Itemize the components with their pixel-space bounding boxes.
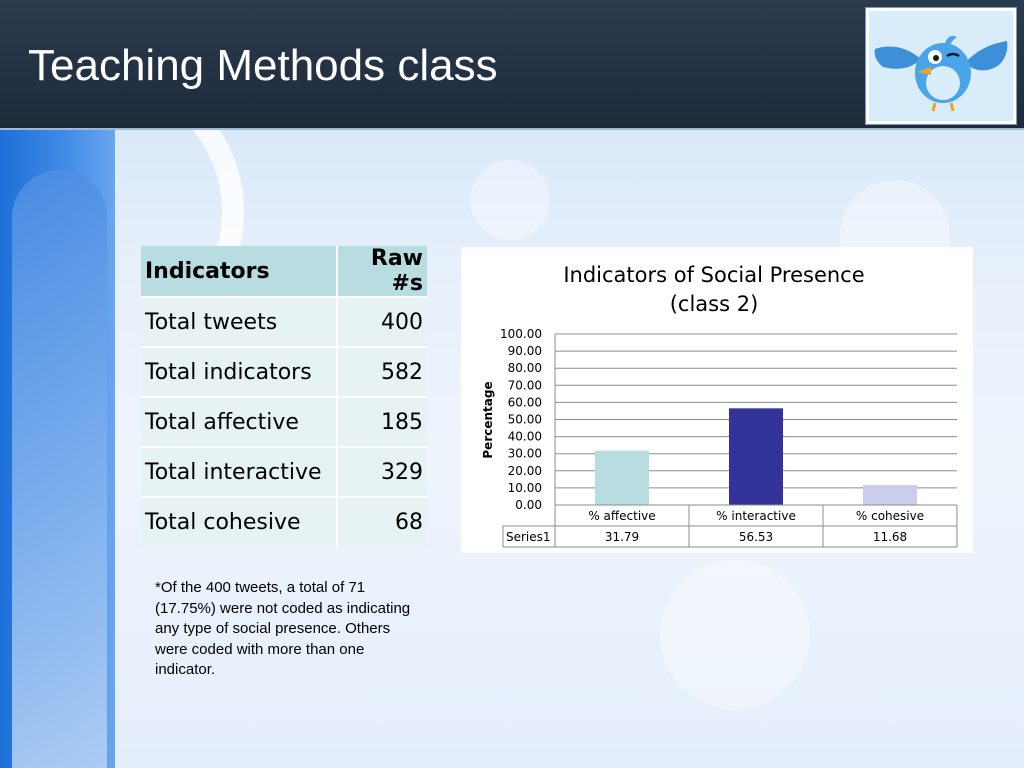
- table-header-row: Indicators Raw #s: [141, 246, 427, 297]
- bar: [863, 485, 917, 505]
- y-tick-label: 0.00: [515, 498, 542, 512]
- logo: [866, 8, 1016, 124]
- x-category-label: % cohesive: [856, 509, 924, 523]
- table-row: Total interactive 329: [141, 446, 427, 497]
- slide-header: Teaching Methods class: [0, 0, 1024, 130]
- y-tick-label: 10.00: [508, 481, 542, 495]
- bar-chart: Indicators of Social Presence (class 2) …: [481, 263, 958, 548]
- data-label: 56.53: [739, 530, 773, 544]
- table-row: Total indicators 582: [141, 346, 427, 397]
- column-header: Raw #s: [337, 246, 427, 297]
- y-tick-label: 20.00: [508, 464, 542, 478]
- twitter-bird-icon: [874, 35, 1008, 112]
- data-label: 11.68: [873, 530, 907, 544]
- chart-panel: Indicators of Social Presence (class 2) …: [461, 247, 973, 553]
- table-cell: 329: [337, 446, 427, 497]
- chart-title: Indicators of Social Presence: [563, 263, 864, 287]
- bar: [595, 450, 649, 505]
- table-cell: Total affective: [141, 396, 338, 447]
- table-cell: Total tweets: [141, 296, 338, 347]
- x-category-label: % interactive: [716, 509, 796, 523]
- table-row: Total tweets 400: [141, 296, 427, 347]
- table-cell: Total indicators: [141, 346, 338, 397]
- y-tick-label: 40.00: [508, 430, 542, 444]
- table-cell: 68: [337, 496, 427, 547]
- table-row: Total cohesive 68: [141, 496, 427, 547]
- table-cell: Total interactive: [141, 446, 338, 497]
- indicators-table: Indicators Raw #s Total tweets 400 Total…: [141, 246, 427, 547]
- y-tick-label: 80.00: [508, 361, 542, 375]
- background-figure: [12, 170, 107, 768]
- y-axis-label: Percentage: [481, 381, 495, 458]
- x-category-label: % affective: [588, 509, 655, 523]
- y-tick-label: 60.00: [508, 395, 542, 409]
- table-cell: 400: [337, 296, 427, 347]
- y-tick-label: 30.00: [508, 447, 542, 461]
- y-tick-label: 90.00: [508, 344, 542, 358]
- y-tick-label: 50.00: [508, 413, 542, 427]
- footnote: *Of the 400 tweets, a total of 71 (17.75…: [155, 579, 411, 678]
- page-title: Teaching Methods class: [28, 41, 498, 90]
- y-tick-label: 100.00: [500, 327, 542, 341]
- table-cell: 185: [337, 396, 427, 447]
- bar: [729, 408, 783, 505]
- data-label: 31.79: [605, 530, 639, 544]
- table-cell: 582: [337, 346, 427, 397]
- series-label: Series1: [506, 530, 551, 544]
- table-row: Total affective 185: [141, 396, 427, 447]
- background-figure: [470, 160, 550, 240]
- column-header: Indicators: [141, 246, 338, 297]
- background-figure: [660, 560, 810, 710]
- chart-subtitle: (class 2): [670, 292, 759, 316]
- y-tick-label: 70.00: [508, 378, 542, 392]
- table-cell: Total cohesive: [141, 496, 338, 547]
